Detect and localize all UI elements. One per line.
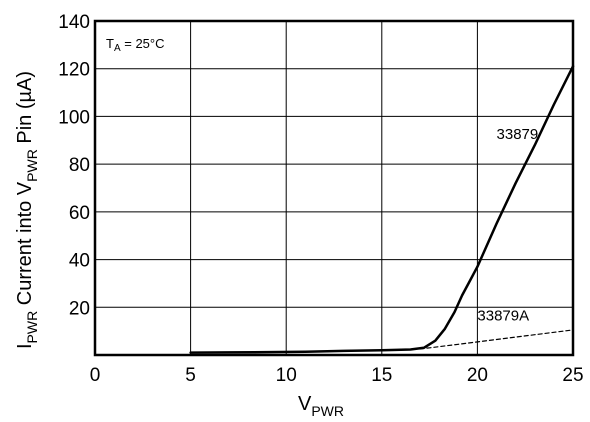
y-tick-label: 120 [58,60,90,81]
x-tick-label: 15 [371,365,392,386]
x-tick-label: 0 [90,365,101,386]
x-tick-labels: 0 5 10 15 20 25 [90,365,584,386]
y-axis-label: IPWR Current into VPWR Pin (µA) [14,71,40,349]
y-tick-label: 60 [69,203,90,224]
grid-lines [95,21,573,355]
series-label: 33879 [497,126,539,143]
x-tick-label: 5 [185,365,196,386]
y-tick-labels: 20 40 60 80 100 120 140 [58,12,90,319]
y-tick-label: 100 [58,107,90,128]
x-tick-label: 10 [276,365,297,386]
x-tick-label: 20 [467,365,488,386]
y-tick-label: 20 [69,298,90,319]
series-lines [189,65,575,354]
y-tick-label: 80 [69,155,90,176]
series-line-33879 [189,65,575,354]
y-tick-label: 40 [69,251,90,272]
x-axis-label: VPWR [298,393,344,419]
annotation-condition: TA = 25°C [106,36,165,54]
series-line-33879A [419,329,574,350]
plot-frame [93,19,575,357]
x-tick-label: 25 [562,365,583,386]
series-label: 33879A [477,307,529,324]
y-tick-label: 140 [58,12,90,33]
series-labels: 33879 33879A [477,126,538,324]
